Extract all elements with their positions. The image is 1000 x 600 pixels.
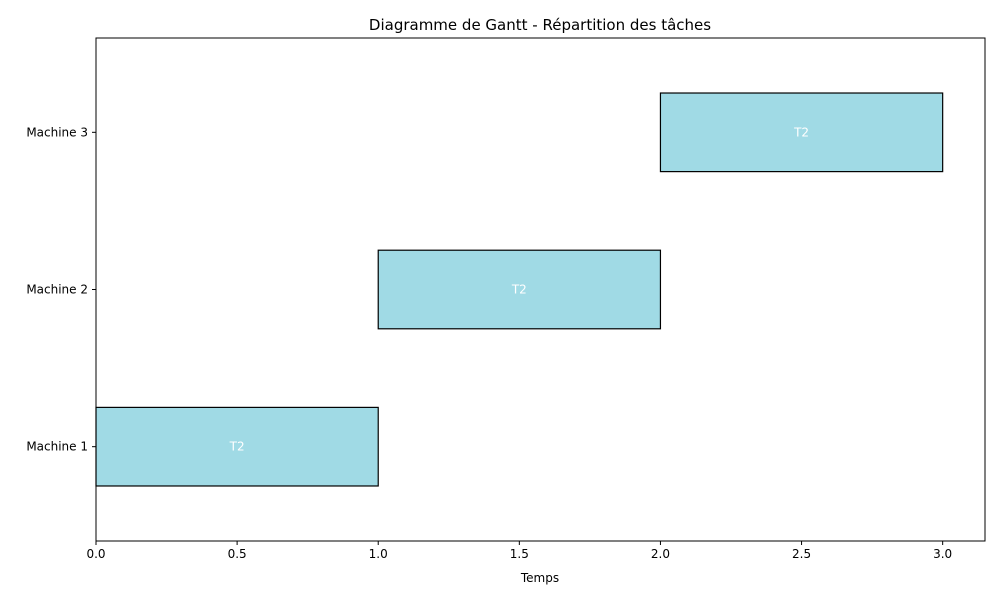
x-tick-label: 1.5 (510, 547, 529, 561)
x-tick-label: 1.0 (369, 547, 388, 561)
task-bar-label: T2 (229, 440, 245, 454)
task-bar-label: T2 (511, 283, 527, 297)
y-axis: Machine 1 Machine 2 Machine 3 (26, 125, 96, 454)
y-tick-label: Machine 3 (26, 125, 88, 139)
x-tick-label: 2.0 (651, 547, 670, 561)
task-bar (95, 406, 379, 487)
task-bar-label: T2 (793, 125, 809, 139)
x-tick-label: 3.0 (933, 547, 952, 561)
task-bar (377, 249, 662, 330)
x-axis-title: Temps (520, 571, 559, 585)
task-bar (659, 92, 944, 173)
chart-title: Diagramme de Gantt - Répartition des tâc… (369, 16, 711, 34)
x-tick-label: 2.5 (792, 547, 811, 561)
x-axis: 0.0 0.5 1.0 1.5 2.0 2.5 3.0 (86, 541, 952, 561)
x-tick-label: 0.5 (228, 547, 247, 561)
bars-layer: T2 T2 T2 (95, 92, 944, 487)
y-tick-label: Machine 1 (26, 440, 88, 454)
y-tick-label: Machine 2 (26, 283, 88, 297)
x-tick-label: 0.0 (86, 547, 105, 561)
